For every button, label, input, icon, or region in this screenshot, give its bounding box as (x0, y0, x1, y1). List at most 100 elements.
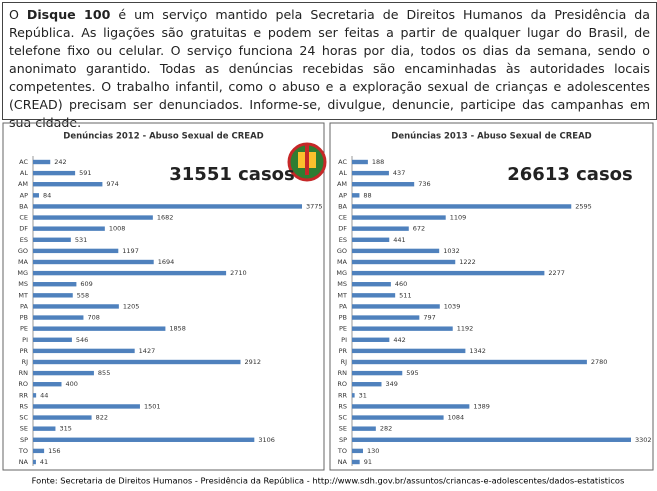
bar (33, 415, 92, 420)
bar (33, 448, 45, 454)
category-label: PA (20, 302, 29, 310)
bar (33, 237, 71, 242)
category-label: DF (19, 225, 28, 233)
category-label: SE (20, 425, 28, 433)
category-label: MT (337, 291, 347, 299)
bar (33, 282, 77, 287)
category-label: AM (18, 180, 28, 188)
category-label: RS (19, 402, 28, 410)
category-label: MA (18, 258, 29, 266)
intro-text: O Disque 100 é um serviço mantido pela S… (2, 2, 657, 130)
bar (352, 259, 456, 265)
value-label: 2780 (591, 358, 608, 366)
value-label: 1008 (109, 225, 126, 233)
value-label: 558 (77, 291, 89, 299)
value-label: 797 (423, 314, 435, 322)
category-label: ES (20, 236, 28, 244)
value-label: 2595 (575, 202, 592, 210)
bar (352, 459, 360, 465)
annotation: 31551 casos (169, 164, 295, 185)
value-label: 3775 (306, 202, 323, 210)
value-label: 1858 (169, 325, 186, 333)
bar (33, 370, 94, 376)
bar (33, 348, 135, 354)
bar (33, 159, 51, 165)
bar (352, 348, 466, 354)
value-label: 822 (96, 414, 108, 422)
value-label: 591 (79, 169, 91, 177)
value-label: 2277 (548, 269, 565, 277)
bar (352, 382, 382, 387)
category-label: RJ (22, 358, 29, 366)
category-label: RR (19, 391, 29, 399)
value-label: 442 (393, 336, 405, 344)
category-label: SC (338, 414, 347, 422)
panel-frame (2, 122, 325, 471)
value-label: 130 (367, 447, 379, 455)
bar (33, 270, 227, 276)
value-label: 441 (393, 236, 405, 244)
bar (352, 270, 545, 276)
value-label: 1389 (473, 402, 490, 410)
bar (352, 282, 391, 287)
category-label: AC (338, 158, 347, 166)
category-label: AP (339, 191, 347, 199)
bar (352, 370, 403, 376)
bar (33, 293, 73, 298)
category-label: NA (338, 458, 348, 466)
bar (33, 259, 154, 265)
category-label: ES (339, 236, 347, 244)
bar (352, 437, 631, 442)
category-label: RR (338, 391, 348, 399)
bar (33, 382, 62, 387)
value-label: 1192 (457, 325, 474, 333)
bar (33, 337, 72, 342)
bar (33, 170, 76, 176)
value-label: 44 (40, 391, 48, 399)
bar (33, 326, 166, 331)
value-label: 708 (87, 314, 99, 322)
category-label: TO (18, 447, 28, 455)
bar (352, 404, 470, 409)
value-label: 609 (80, 280, 92, 288)
category-label: RO (18, 380, 28, 388)
value-label: 736 (418, 180, 430, 188)
bar (352, 215, 446, 220)
value-label: 84 (43, 191, 51, 199)
category-label: MS (337, 280, 347, 288)
value-label: 88 (363, 191, 371, 199)
bar (352, 448, 363, 454)
category-label: MS (18, 280, 28, 288)
category-label: MA (337, 258, 348, 266)
value-label: 400 (66, 380, 78, 388)
bar (352, 159, 368, 165)
bar (352, 226, 409, 231)
value-label: 2710 (230, 269, 247, 277)
category-label: RN (19, 369, 29, 377)
value-label: 1109 (450, 214, 467, 222)
panel-frame (329, 122, 654, 471)
bar (33, 182, 103, 187)
category-label: CE (19, 214, 28, 222)
bar (33, 204, 302, 209)
value-label: 437 (393, 169, 405, 177)
category-label: PI (341, 336, 347, 344)
bar (352, 326, 453, 331)
intro-bold: Disque 100 (26, 7, 111, 22)
bar (33, 304, 119, 309)
bar (33, 248, 119, 254)
bar (352, 182, 415, 187)
category-label: GO (337, 247, 347, 255)
chart-title: Denúncias 2013 - Abuso Sexual de CREAD (391, 132, 591, 142)
category-label: BA (338, 202, 347, 210)
value-label: 41 (40, 458, 48, 466)
category-label: TO (337, 447, 347, 455)
bar (352, 337, 390, 342)
bar (33, 226, 105, 231)
bar (33, 315, 84, 320)
bar (33, 193, 39, 198)
value-label: 531 (75, 236, 87, 244)
value-label: 31 (359, 391, 367, 399)
